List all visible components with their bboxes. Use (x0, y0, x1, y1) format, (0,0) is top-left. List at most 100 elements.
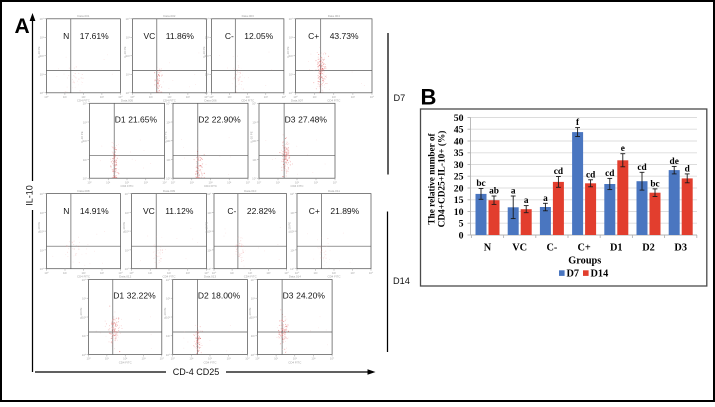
svg-text:10⁴: 10⁴ (162, 180, 167, 184)
svg-text:10⁴: 10⁴ (284, 271, 289, 275)
svg-text:10⁴: 10⁴ (252, 102, 257, 106)
svg-text:D1: D1 (610, 243, 623, 254)
svg-text:10¹: 10¹ (125, 248, 129, 252)
svg-text:10⁴: 10⁴ (118, 95, 123, 99)
svg-text:CD4 FITC: CD4 FITC (163, 99, 176, 103)
svg-text:Data.010: Data.010 (244, 189, 257, 193)
svg-text:10¹: 10¹ (189, 357, 193, 361)
svg-text:30: 30 (454, 160, 464, 171)
svg-text:27.48%: 27.48% (298, 115, 327, 125)
svg-text:CD4 FITC: CD4 FITC (204, 184, 217, 188)
svg-text:10⁰: 10⁰ (255, 357, 260, 361)
svg-text:CD4 FITC: CD4 FITC (120, 184, 133, 188)
svg-text:10²: 10² (332, 95, 336, 99)
svg-text:22.82%: 22.82% (247, 206, 276, 216)
svg-text:0: 0 (459, 230, 464, 241)
svg-text:5: 5 (459, 219, 464, 230)
svg-text:10⁰: 10⁰ (87, 180, 92, 184)
svg-text:10²: 10² (123, 357, 127, 361)
svg-text:C+: C+ (577, 243, 590, 254)
svg-text:10²: 10² (208, 357, 212, 361)
svg-text:Data.012: Data.012 (119, 275, 132, 279)
svg-text:10³: 10³ (350, 271, 354, 275)
svg-text:10⁰: 10⁰ (251, 353, 256, 357)
svg-text:10⁰: 10⁰ (171, 180, 176, 184)
svg-text:10⁴: 10⁴ (330, 357, 335, 361)
svg-text:10²: 10² (252, 139, 256, 143)
svg-text:10²: 10² (167, 95, 171, 99)
svg-text:10⁰: 10⁰ (289, 91, 294, 95)
svg-text:10³: 10³ (83, 120, 87, 124)
svg-text:D7: D7 (394, 93, 406, 103)
svg-text:10¹: 10¹ (106, 180, 110, 184)
svg-text:10³: 10³ (125, 211, 129, 215)
svg-text:10³: 10³ (126, 36, 130, 40)
svg-text:10³: 10³ (40, 211, 44, 215)
svg-text:D14: D14 (591, 268, 609, 279)
svg-text:10¹: 10¹ (190, 180, 194, 184)
svg-text:10¹: 10¹ (105, 357, 109, 361)
svg-text:10²: 10² (248, 271, 252, 275)
svg-text:10²: 10² (289, 54, 293, 58)
svg-text:Data.008: Data.008 (77, 189, 90, 193)
svg-text:10⁴: 10⁴ (369, 271, 374, 275)
svg-text:N: N (63, 31, 69, 41)
svg-text:10³: 10³ (186, 95, 190, 99)
svg-text:D2: D2 (198, 115, 209, 125)
svg-text:10¹: 10¹ (230, 271, 234, 275)
svg-text:12.05%: 12.05% (244, 31, 273, 41)
svg-text:10¹: 10¹ (83, 158, 87, 162)
svg-text:10¹: 10¹ (149, 95, 153, 99)
svg-text:C-: C- (227, 206, 236, 216)
svg-text:Data.003: Data.003 (242, 14, 255, 18)
svg-text:10⁴: 10⁴ (39, 17, 44, 21)
svg-text:C+: C+ (308, 31, 319, 41)
svg-text:10³: 10³ (82, 297, 86, 301)
svg-text:10³: 10³ (251, 297, 255, 301)
svg-text:10¹: 10¹ (207, 248, 211, 252)
svg-text:10³: 10³ (166, 120, 170, 124)
svg-text:cd: cd (605, 169, 615, 179)
svg-text:10⁰: 10⁰ (44, 271, 49, 275)
svg-text:10⁴: 10⁴ (204, 17, 209, 21)
svg-text:CD4 FITC: CD4 FITC (327, 275, 340, 279)
svg-text:D3: D3 (283, 291, 294, 301)
svg-text:10¹: 10¹ (289, 73, 293, 77)
svg-text:10¹: 10¹ (313, 95, 317, 99)
svg-text:IL-10: IL-10 (25, 185, 35, 206)
svg-text:25: 25 (454, 172, 464, 183)
svg-text:10⁴: 10⁴ (125, 192, 130, 196)
svg-text:10⁰: 10⁰ (212, 271, 217, 275)
svg-text:10⁰: 10⁰ (44, 95, 49, 99)
svg-text:11.86%: 11.86% (166, 31, 195, 41)
svg-text:10²: 10² (251, 315, 255, 319)
svg-text:10¹: 10¹ (276, 180, 280, 184)
svg-text:bc: bc (476, 179, 485, 189)
svg-text:Data.014: Data.014 (289, 275, 302, 279)
svg-text:45: 45 (454, 125, 464, 136)
svg-text:10²: 10² (167, 271, 171, 275)
svg-text:N: N (63, 206, 69, 216)
svg-text:10⁰: 10⁰ (125, 267, 130, 271)
svg-text:10¹: 10¹ (166, 158, 170, 162)
svg-text:10⁴: 10⁴ (204, 95, 209, 99)
svg-text:10⁴: 10⁴ (166, 102, 171, 106)
svg-text:Data.002: Data.002 (163, 14, 176, 18)
svg-text:10¹: 10¹ (40, 248, 44, 252)
svg-text:IL-10 PE: IL-10 PE (205, 222, 209, 233)
svg-text:10²: 10² (82, 315, 86, 319)
svg-text:35: 35 (454, 148, 464, 159)
svg-text:10⁴: 10⁴ (290, 192, 295, 196)
svg-text:10³: 10³ (166, 297, 170, 301)
svg-text:10⁰: 10⁰ (166, 353, 171, 357)
svg-text:bc: bc (650, 179, 659, 189)
svg-text:IL-10 PE: IL-10 PE (286, 46, 290, 57)
svg-text:10⁴: 10⁴ (333, 180, 338, 184)
svg-text:IL-10 PE: IL-10 PE (37, 222, 41, 233)
svg-text:CD4 FITC: CD4 FITC (241, 99, 254, 103)
svg-text:IL-10 PE: IL-10 PE (250, 131, 254, 142)
svg-text:CD4 FITC: CD4 FITC (327, 99, 340, 103)
svg-text:22.90%: 22.90% (212, 115, 241, 125)
svg-text:IL-10 PE: IL-10 PE (164, 131, 168, 142)
svg-text:10³: 10³ (186, 271, 190, 275)
